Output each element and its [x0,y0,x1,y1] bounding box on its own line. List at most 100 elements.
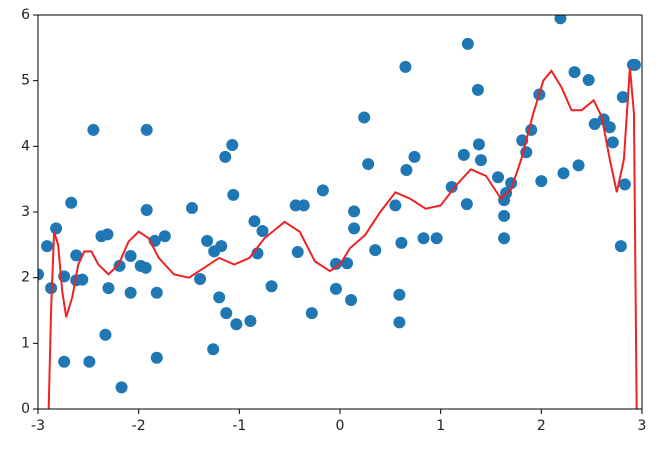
scatter-point [215,240,228,253]
x-tick-label: 0 [336,418,345,434]
scatter-point [65,196,78,209]
scatter-point [41,240,54,253]
scatter-point [99,328,112,341]
scatter-point [616,91,629,104]
scatter-point [150,351,163,364]
x-tick-label: -1 [232,418,246,434]
scatter-point [101,228,114,241]
scatter-point [341,257,354,270]
scatter-point [430,232,443,245]
scatter-point [297,199,310,212]
scatter-point [474,154,487,167]
scatter-point [345,293,358,306]
scatter-point [70,249,83,262]
scatter-point [87,123,100,136]
scatter-point [305,307,318,320]
scatter-point [139,261,152,274]
x-tick-label: 2 [537,418,546,434]
scatter-point [207,343,220,356]
scatter-point [115,381,128,394]
scatter-point [256,225,269,238]
x-tick-label: -3 [31,418,45,434]
scatter-point [557,167,570,180]
scatter-point [498,209,511,222]
scatter-point [417,232,430,245]
scatter-point [150,286,163,299]
x-tick-label: 3 [638,418,647,434]
scatter-point [393,316,406,329]
scatter-point [83,355,96,368]
scatter-point [194,272,207,285]
scatter-point [226,139,239,152]
x-tick-label: -2 [132,418,146,434]
scatter-point [400,163,413,176]
y-tick-label: 4 [21,138,30,154]
scatter-point [445,181,458,194]
scatter-point [316,184,329,197]
y-tick-label: 3 [21,204,30,220]
scatter-point [554,15,567,25]
scatter-point [628,58,641,71]
scatter-point [389,199,402,212]
scatter-point [348,222,361,235]
scatter-point [219,150,232,163]
scatter-point [399,60,412,73]
scatter-point [102,282,115,295]
scatter-point [535,175,548,188]
scatter-point [460,198,473,211]
scatter-point [498,232,511,245]
scatter-point [248,215,261,228]
scatter-point [614,240,627,253]
scatter-point [113,259,126,272]
scatter-point [492,171,505,184]
scatter-point [603,121,616,134]
scatter-point [461,37,474,50]
axes-frame [37,14,643,410]
scatter-point [291,246,304,259]
scatter-point [369,244,382,257]
scatter-point [471,83,484,96]
scatter-point [348,205,361,218]
x-tick-label: 1 [436,418,445,434]
scatter-point [362,158,375,171]
scatter-point [582,74,595,87]
scatter-point [186,202,199,215]
scatter-point [58,355,71,368]
scatter-point [618,178,631,191]
y-tick-label: 5 [21,73,30,89]
scatter-point [230,318,243,331]
scatter-point [606,136,619,149]
y-tick-label: 1 [21,335,30,351]
plot-area [38,15,641,409]
scatter-point [158,230,171,243]
scatter-point [124,249,137,262]
scatter-point [50,222,63,235]
scatter-point [201,234,214,247]
scatter-point [140,123,153,136]
scatter-point [457,148,470,161]
scatter-point [472,138,485,151]
scatter-point [213,291,226,304]
scatter-point [244,315,257,328]
y-tick-label: 0 [21,401,30,417]
y-tick-label: 2 [21,270,30,286]
scatter-point [572,159,585,172]
scatter-point [38,268,44,281]
scatter-point [568,66,581,79]
scatter-point [124,286,137,299]
scatter-point [76,273,89,286]
line [47,67,638,409]
scatter-point [393,288,406,301]
scatter-point [358,111,371,124]
scatter-point [588,118,601,131]
scatter-point [408,150,421,163]
scatter-point [329,282,342,295]
y-tick-label: 6 [21,7,30,23]
scatter-point [265,280,278,293]
scatter-point [329,257,342,270]
scatter-point [220,307,233,320]
scatter-point [395,236,408,249]
scatter-point [140,204,153,217]
